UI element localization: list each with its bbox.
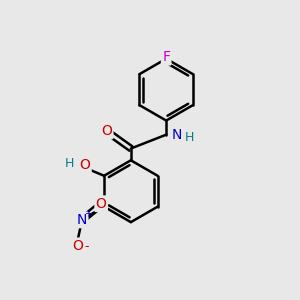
- Text: H: H: [184, 130, 194, 143]
- Text: F: F: [162, 50, 170, 64]
- Text: O: O: [80, 158, 90, 172]
- Text: O: O: [96, 197, 106, 211]
- Text: H: H: [65, 157, 74, 170]
- Text: -: -: [84, 241, 88, 254]
- Text: O: O: [101, 124, 112, 138]
- Text: N: N: [172, 128, 182, 142]
- Text: +: +: [84, 209, 92, 219]
- Text: O: O: [72, 239, 83, 253]
- Text: N: N: [77, 213, 87, 227]
